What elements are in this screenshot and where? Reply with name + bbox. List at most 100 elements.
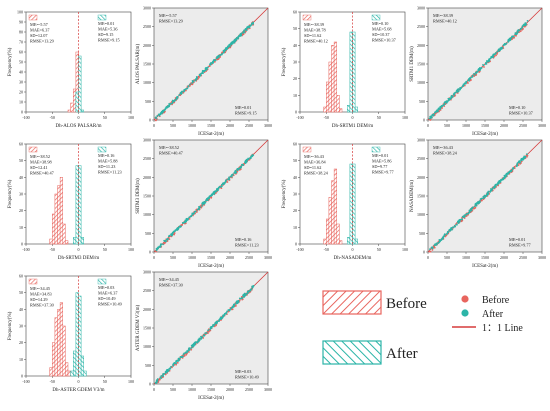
x-tick-label: 2500 [519, 123, 527, 128]
point-after [475, 72, 478, 74]
y-tick-label: 50 [293, 26, 297, 31]
point-after [245, 159, 248, 162]
hist-aster: -100 -50 0 50 100 0 10 20 30 40 50 60 Dh-ASTER GDEM … [8, 274, 134, 394]
y-tick-label: 1500 [143, 326, 151, 331]
x-tick-label: -100 [22, 247, 29, 252]
point-after [197, 208, 200, 211]
y-axis-label: Frequency(%) [8, 47, 13, 76]
x-tick-label: 2500 [245, 387, 253, 392]
point-after [487, 190, 490, 193]
stats-before-text: ME=-38.39 [433, 13, 453, 18]
x-tick-label: 0 [427, 123, 429, 128]
x-tick-label: 3000 [264, 255, 272, 260]
bar-before [52, 342, 56, 377]
bar-after [352, 31, 356, 113]
point-after [188, 216, 191, 219]
stats-before-swatch [302, 146, 312, 153]
point-after [160, 375, 163, 377]
bar-before [333, 41, 337, 113]
point-after [165, 240, 167, 243]
point-after [226, 310, 228, 313]
x-tick-label: 1000 [462, 255, 470, 260]
point-after [190, 347, 193, 350]
point-after [482, 63, 484, 66]
point-after [178, 358, 181, 361]
point-after [510, 170, 512, 173]
point-after [236, 169, 239, 171]
bar-before [323, 238, 327, 245]
y-tick-label: 3000 [417, 6, 425, 11]
point-after [155, 247, 158, 250]
point-after [505, 175, 508, 177]
y-tick-label: 20 [19, 208, 23, 213]
point-after [243, 295, 246, 298]
x-tick-label: -50 [324, 115, 329, 120]
point-after [522, 24, 525, 27]
point-after [225, 311, 228, 314]
point-after [170, 365, 172, 368]
y-tick-label: 30 [293, 60, 297, 65]
point-before [226, 181, 229, 183]
point-after [462, 85, 465, 87]
point-after [167, 105, 170, 108]
stats-before-text: SD=12.41 [30, 165, 48, 170]
point-after [441, 105, 444, 108]
y-tick-label: 3000 [143, 6, 151, 11]
stats-after-text: ME=0.01 [509, 237, 525, 242]
x-tick-label: -100 [296, 115, 303, 120]
x-axis-label: Dh-NASADEM/m [334, 256, 372, 261]
point-before [474, 206, 477, 209]
point-after [451, 95, 454, 98]
x-axis-label: ICESat-2(m) [198, 264, 224, 269]
point-before [433, 246, 436, 249]
y-tick-label: 1500 [143, 194, 151, 199]
point-after [207, 66, 209, 69]
point-after [456, 88, 459, 91]
stats-before-text: MAE=34.83 [30, 292, 52, 297]
point-after [476, 70, 479, 73]
x-tick-label: -100 [22, 115, 29, 120]
x-tick-label: 100 [128, 115, 134, 120]
x-tick-label: 50 [377, 247, 381, 252]
point-after [514, 32, 517, 34]
x-tick-label: 100 [128, 247, 134, 252]
y-tick-label: 1500 [143, 62, 151, 67]
point-after [432, 114, 435, 117]
x-tick-label: 2000 [226, 255, 234, 260]
stats-after-text: SD=9.77 [372, 164, 388, 169]
point-after [166, 370, 169, 373]
bar-before [339, 240, 343, 245]
point-after [235, 301, 238, 304]
point-after [237, 299, 240, 302]
x-tick-label: -100 [22, 379, 29, 384]
point-after [200, 336, 203, 339]
y-tick-label: 60 [293, 142, 297, 147]
bar-after [80, 109, 84, 113]
y-tick-label: 1500 [417, 62, 425, 67]
bar-before [54, 193, 58, 245]
point-after [202, 334, 205, 337]
y-tick-label: 0 [423, 250, 425, 255]
bar-before [331, 45, 335, 113]
x-tick-label: 3000 [538, 123, 546, 128]
scatter-nasadem: 0 500 1000 1500 2000 2500 3000 0 500 1000 1500 2000… [410, 138, 546, 270]
point-before [465, 215, 468, 217]
y-tick-label: 30 [19, 192, 23, 197]
y-tick-label: 500 [145, 363, 151, 368]
x-tick-label: 0 [352, 115, 354, 120]
point-after [464, 82, 467, 85]
point-after [233, 171, 236, 174]
stats-after-swatch [97, 146, 107, 153]
point-after [456, 221, 459, 223]
point-after [169, 367, 171, 370]
point-after [437, 242, 439, 244]
point-after [429, 248, 431, 251]
stats-before-text: RMSE=37.30 [159, 283, 183, 288]
x-tick-label: 0 [78, 115, 80, 120]
stats-before-text: MAE=38.98 [30, 160, 52, 165]
point-after [456, 223, 458, 226]
stats-after-text: ME=0.03 [235, 369, 251, 374]
x-tick-label: 1500 [481, 123, 489, 128]
y-tick-label: 100 [17, 10, 23, 15]
y-tick-label: 0 [149, 382, 151, 387]
